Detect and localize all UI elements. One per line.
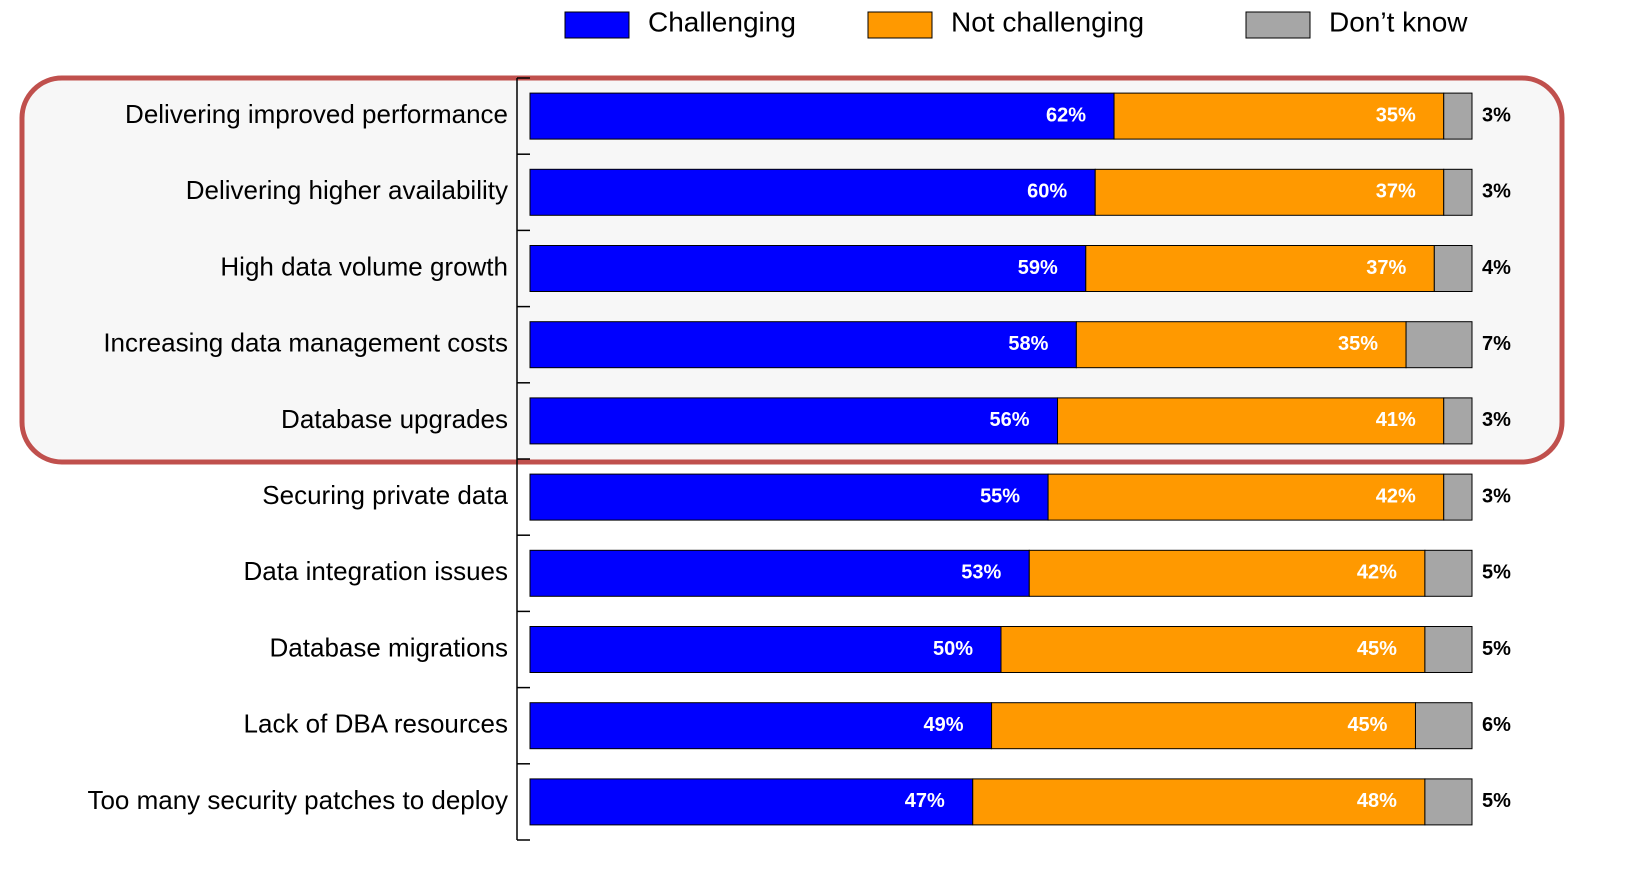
bar-segment (1075, 321, 1407, 369)
value-label: 6% (1482, 714, 1511, 736)
value-label: 37% (1376, 181, 1416, 203)
value-label: 3% (1482, 409, 1511, 431)
bar-segment (1433, 245, 1473, 292)
bar-segment (1443, 473, 1473, 521)
value-label: 45% (1357, 638, 1397, 660)
bar-segment (1424, 626, 1473, 673)
bar-segment (991, 702, 1416, 750)
value-label: 3% (1482, 181, 1511, 203)
bar-segment (1000, 626, 1426, 673)
value-label: 5% (1482, 638, 1511, 660)
bar-segment (529, 321, 1077, 369)
bar-segment (1443, 168, 1473, 216)
legend-label: Challenging (648, 6, 796, 37)
bar-segment (529, 397, 1059, 445)
legend-swatch (1245, 11, 1311, 39)
value-label: 35% (1376, 104, 1416, 126)
value-label: 49% (924, 714, 964, 736)
value-label: 5% (1482, 790, 1511, 812)
bar-segment (1443, 397, 1473, 445)
value-label: 53% (961, 562, 1001, 584)
value-label: 62% (1046, 104, 1086, 126)
bar-segment (1424, 549, 1473, 597)
value-label: 42% (1357, 562, 1397, 584)
value-label: 48% (1357, 790, 1397, 812)
value-label: 4% (1482, 257, 1511, 279)
bar-segment (1443, 92, 1473, 140)
legend-label: Don’t know (1329, 6, 1468, 37)
category-label: Data integration issues (244, 556, 508, 586)
value-label: 37% (1366, 257, 1406, 279)
legend-label: Not challenging (951, 6, 1144, 37)
bar-segment (529, 168, 1096, 216)
bar-segment (1085, 245, 1435, 292)
value-label: 3% (1482, 104, 1511, 126)
bar-segment (529, 702, 993, 750)
legend-swatch (867, 11, 933, 39)
category-label: Delivering improved performance (125, 99, 508, 129)
value-label: 60% (1027, 181, 1067, 203)
category-label: High data volume growth (220, 251, 508, 281)
value-label: 56% (989, 409, 1029, 431)
bar-segment (1113, 92, 1445, 140)
value-label: 45% (1347, 714, 1387, 736)
value-label: 41% (1376, 409, 1416, 431)
value-label: 55% (980, 485, 1020, 507)
bar-segment (529, 549, 1030, 597)
value-label: 5% (1482, 562, 1511, 584)
category-label: Delivering higher availability (186, 175, 508, 205)
value-label: 42% (1376, 485, 1416, 507)
bar-segment (1057, 397, 1445, 445)
bar-segment (972, 778, 1426, 826)
value-label: 50% (933, 638, 973, 660)
bar-segment (529, 473, 1049, 521)
bar-segment (1405, 321, 1473, 369)
category-label: Securing private data (262, 480, 508, 510)
bar-segment (1047, 473, 1445, 521)
bar-segment (1414, 702, 1473, 750)
bar-segment (529, 92, 1115, 140)
value-label: 3% (1482, 485, 1511, 507)
value-label: 59% (1018, 257, 1058, 279)
category-label: Database migrations (270, 632, 508, 662)
category-label: Database upgrades (281, 404, 508, 434)
value-label: 58% (1008, 333, 1048, 355)
legend-swatch (564, 11, 630, 39)
value-label: 7% (1482, 333, 1511, 355)
bar-segment (1424, 778, 1473, 826)
bar-segment (529, 245, 1087, 292)
category-label: Too many security patches to deploy (87, 785, 508, 815)
value-label: 47% (905, 790, 945, 812)
bar-segment (529, 778, 974, 826)
bar-segment (1028, 549, 1426, 597)
value-label: 35% (1338, 333, 1378, 355)
bar-segment (529, 626, 1002, 673)
category-label: Lack of DBA resources (244, 709, 508, 739)
category-label: Increasing data management costs (103, 328, 508, 358)
